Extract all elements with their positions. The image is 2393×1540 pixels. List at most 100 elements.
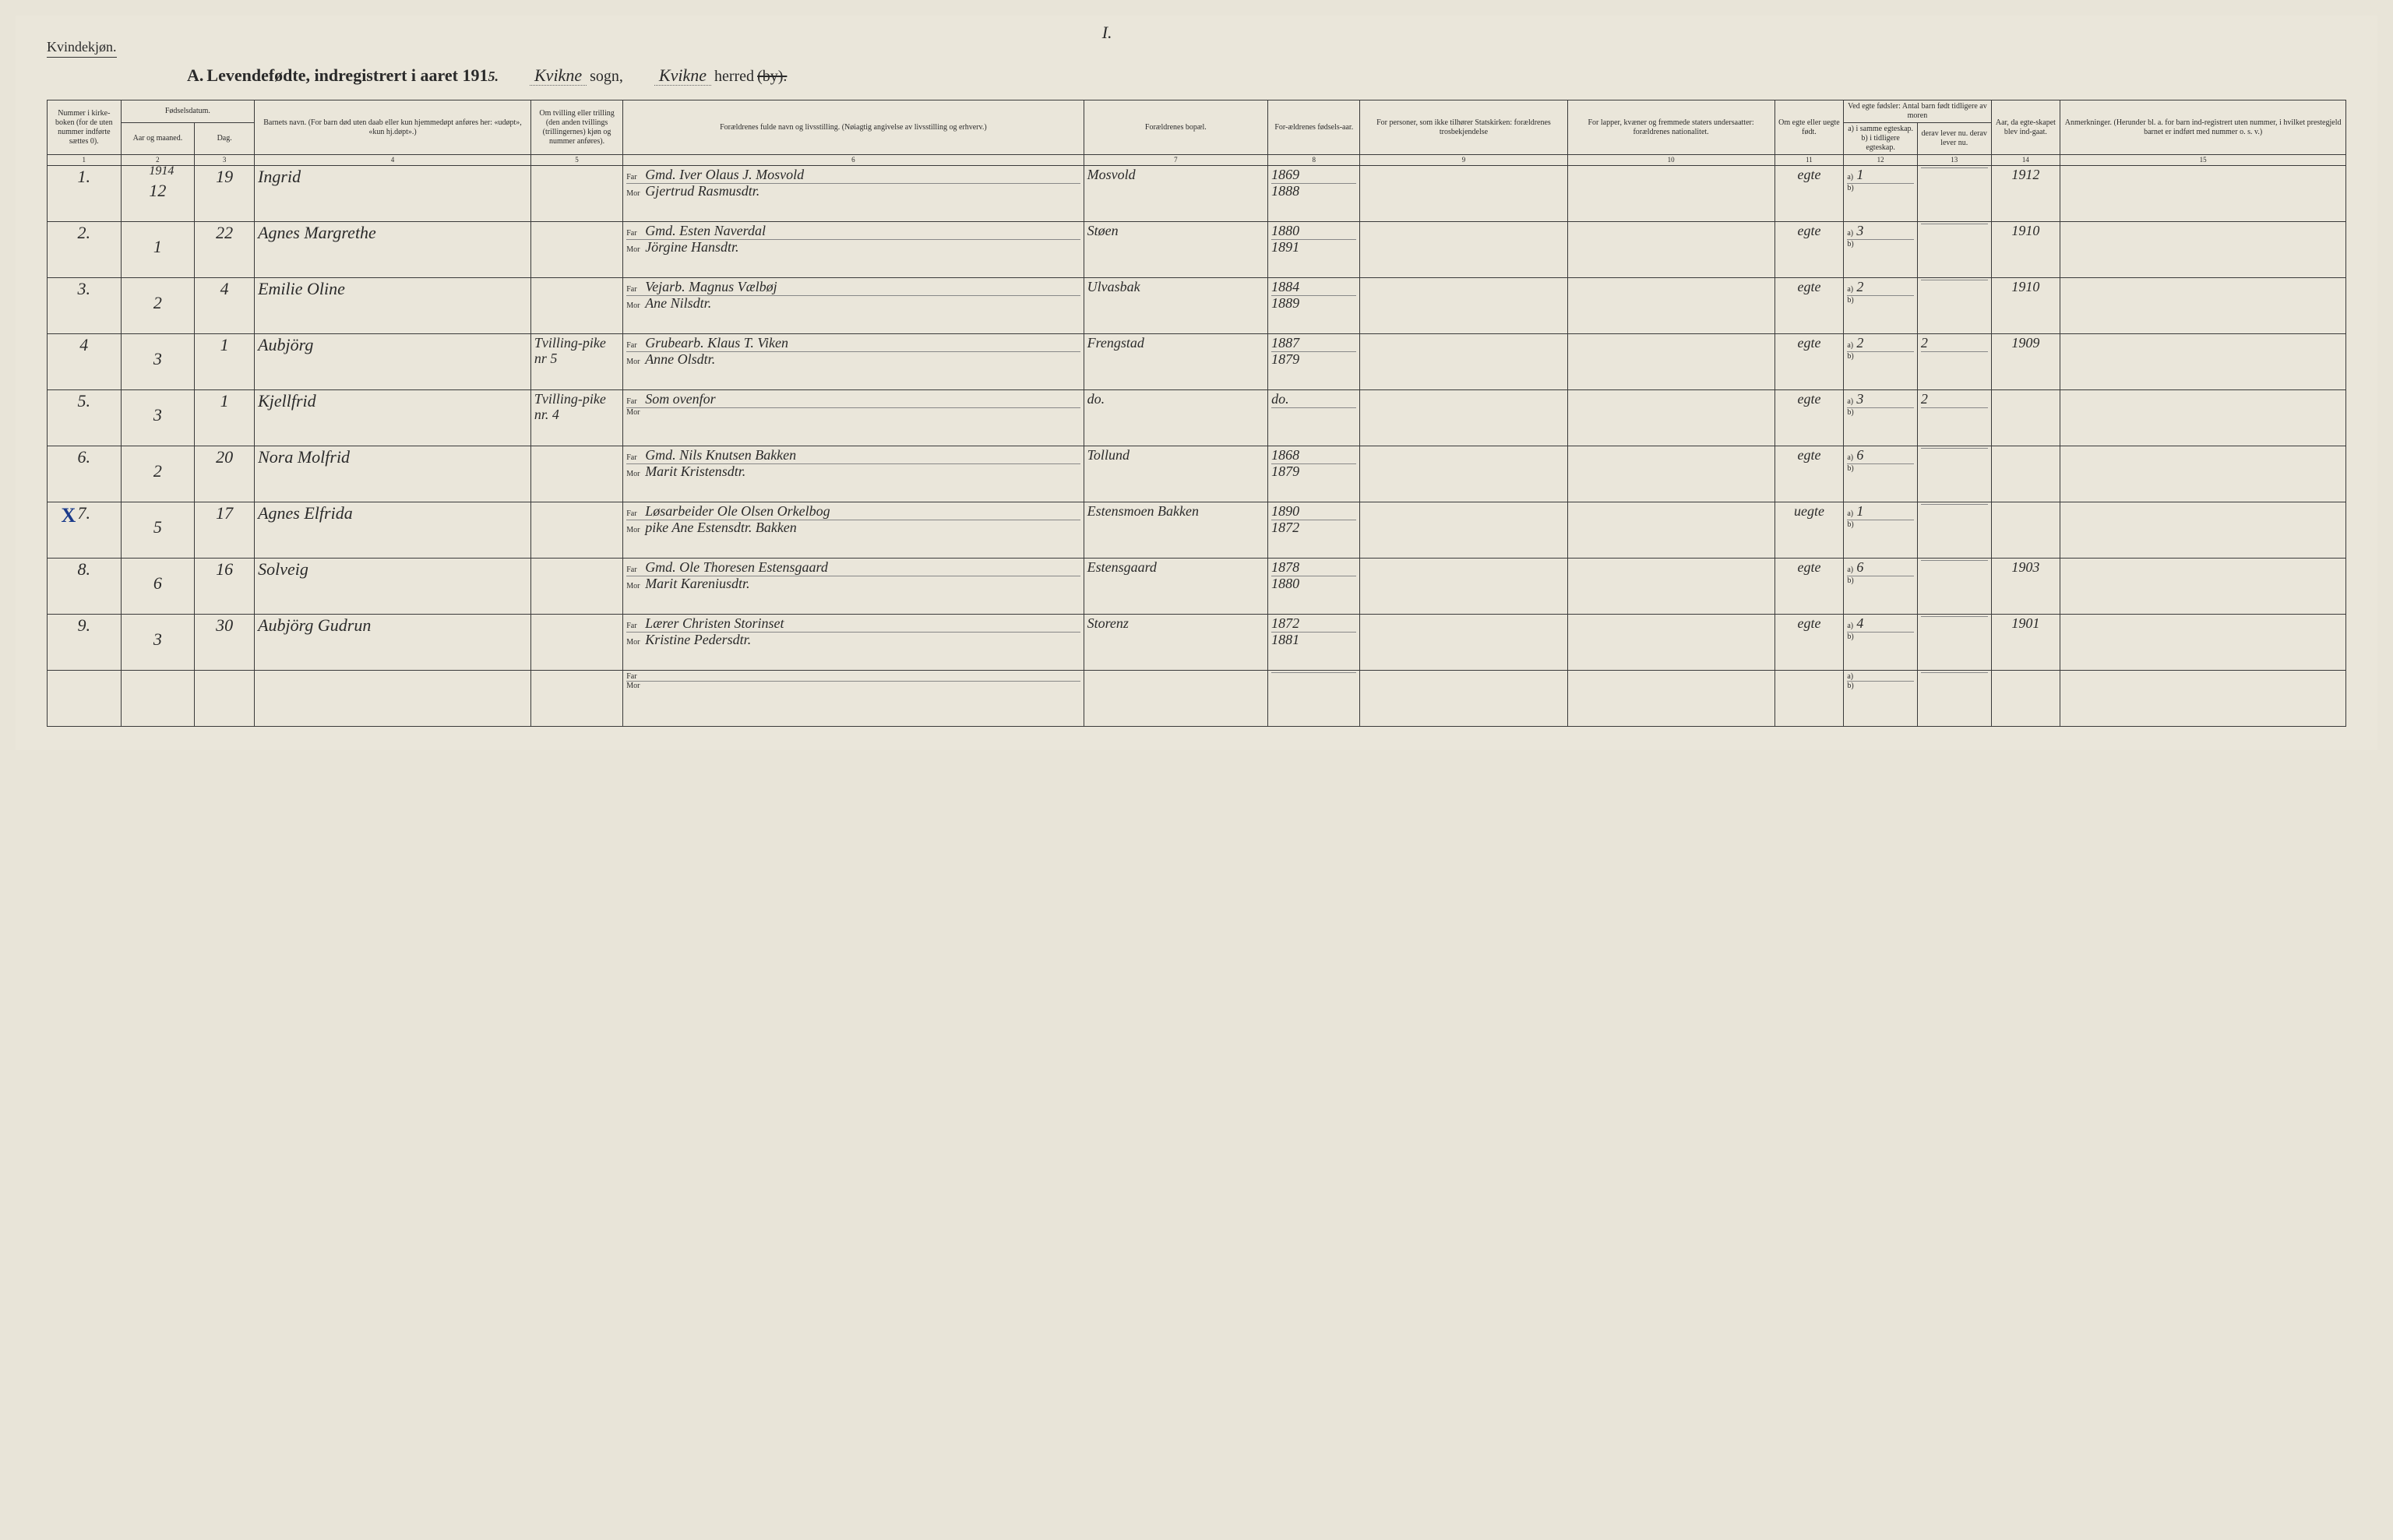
col-header-15: Anmerkninger. (Herunder bl. a. for barn … [2060,100,2346,155]
col-header-2: Aar og maaned. [121,123,195,155]
row-number-cell: 3. [48,277,122,333]
legitimacy: egte [1797,167,1820,182]
day: 4 [220,279,229,298]
prior-children-alive-cell [1917,165,1991,221]
table-row: X 7. 5 17 Agnes Elfrida Far Løsarbeider … [48,502,2346,558]
herred-struck: (by). [757,68,787,85]
parent-years-cell [1268,670,1360,726]
residence-cell: Mosvold [1084,165,1268,221]
twin-cell [530,277,622,333]
parent-years-cell: 1880 1891 [1268,221,1360,277]
nationality-cell [1567,165,1774,221]
row-number-cell: 2. [48,221,122,277]
father-name: Gmd. Ole Thoresen Estensgaard [645,560,828,576]
twin-cell [530,165,622,221]
child-name-cell: Nora Molfrid [255,446,531,502]
row-number-cell: 5. [48,389,122,446]
col-header-12: a) i samme egteskap. b) i tidligere egte… [1844,123,1918,155]
parent-years-cell: 1887 1879 [1268,333,1360,389]
prior-children-cell: a)3 b) [1844,221,1918,277]
father-year: 1880 [1271,224,1299,239]
table-row: 5. 3 1 Kjellfrid Tvilling-pike nr. 4 Far… [48,389,2346,446]
a-tag: a) [1847,509,1856,518]
b-tag: b) [1847,296,1856,305]
twin-cell [530,670,622,726]
residence: Mosvold [1087,167,1136,182]
b-tag: b) [1847,633,1856,641]
day: 22 [216,223,233,242]
child-name-cell: Emilie Oline [255,277,531,333]
col-header-8: For-ældrenes fødsels-aar. [1268,100,1360,155]
mother-name: Ane Nilsdtr. [645,296,711,312]
prior-children-alive-cell [1917,277,1991,333]
nationality-cell [1567,670,1774,726]
b-tag: b) [1847,520,1856,529]
row-number: 8. [78,559,91,579]
far-tag: Far [626,341,645,350]
nationality-cell [1567,558,1774,614]
residence: Ulvasbak [1087,279,1140,294]
religion-cell [1360,558,1567,614]
gender-label: Kvindekjøn. [47,39,117,58]
religion-cell [1360,277,1567,333]
month: 5 [153,517,162,537]
prior-children-alive-cell [1917,446,1991,502]
a-value: 6 [1856,560,1863,576]
table-row: 1. 1914 12 19 Ingrid Far Gmd. Iver Olaus… [48,165,2346,221]
table-row: 8. 6 16 Solveig Far Gmd. Ole Thoresen Es… [48,558,2346,614]
herred-label: herred [714,68,754,85]
colnum: 13 [1917,155,1991,166]
nationality-cell [1567,614,1774,670]
child-name-cell: Agnes Margrethe [255,221,531,277]
a-value: 6 [1856,448,1863,463]
marriage-year: 1910 [2011,279,2039,294]
far-tag: Far [626,397,645,406]
a-value: 4 [1856,616,1863,632]
row-number: 4 [79,335,88,354]
prior-children-cell: a)4 b) [1844,614,1918,670]
parents-cell: Far Lærer Christen Storinset Mor Kristin… [623,614,1084,670]
row-number: 2. [78,223,91,242]
legitimacy: egte [1797,335,1820,351]
father-year: 1868 [1271,448,1299,463]
col-header-6: Forældrenes fulde navn og livsstilling. … [623,100,1084,155]
marriage-year-cell: 1910 [1991,221,2060,277]
month: 2 [153,461,162,481]
colnum: 11 [1774,155,1844,166]
residence: Estensgaard [1087,559,1157,575]
remarks-cell [2060,502,2346,558]
twin-cell [530,614,622,670]
month-cell: 3 [121,614,195,670]
a-tag: a) [1847,566,1856,574]
month: 2 [153,293,162,312]
day-cell [195,670,255,726]
far-tag: Far [626,173,645,181]
religion-cell [1360,502,1567,558]
marriage-year-cell [1991,502,2060,558]
mother-name: Marit Kristensdtr. [645,464,745,480]
table-row: 6. 2 20 Nora Molfrid Far Gmd. Nils Knuts… [48,446,2346,502]
a-tag: a) [1847,622,1856,630]
prior-children-cell: a)1 b) [1844,502,1918,558]
religion-cell [1360,165,1567,221]
month: 12 [149,181,166,200]
a-value: 3 [1856,224,1863,239]
margin-mark: X [62,504,76,527]
child-name: Solveig [258,559,308,579]
residence-cell [1084,670,1268,726]
b-tag: b) [1847,576,1856,585]
col-header-2-group: Fødselsdatum. [121,100,254,123]
father-name: Løsarbeider Ole Olsen Orkelbog [645,504,830,520]
legitimacy-cell: egte [1774,558,1844,614]
child-name: Agnes Margrethe [258,223,376,242]
prior-children-cell: a)1 b) [1844,165,1918,221]
residence-cell: Storenz [1084,614,1268,670]
a-alive: 2 [1921,392,1928,407]
residence-cell: Støen [1084,221,1268,277]
table-head: Nummer i kirke-boken (for de uten nummer… [48,100,2346,166]
mor-tag: Mor [626,470,645,478]
colnum: 9 [1360,155,1567,166]
nationality-cell [1567,277,1774,333]
mother-year: 1880 [1271,576,1299,592]
child-name: Ingrid [258,167,301,186]
